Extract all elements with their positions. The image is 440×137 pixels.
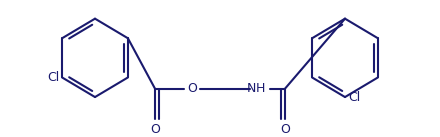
Text: Cl: Cl <box>348 91 360 104</box>
Text: H: H <box>255 82 265 95</box>
Text: O: O <box>187 82 197 95</box>
Text: Cl: Cl <box>47 71 59 84</box>
Text: N: N <box>246 82 256 95</box>
Text: O: O <box>150 123 160 136</box>
Text: O: O <box>280 123 290 136</box>
